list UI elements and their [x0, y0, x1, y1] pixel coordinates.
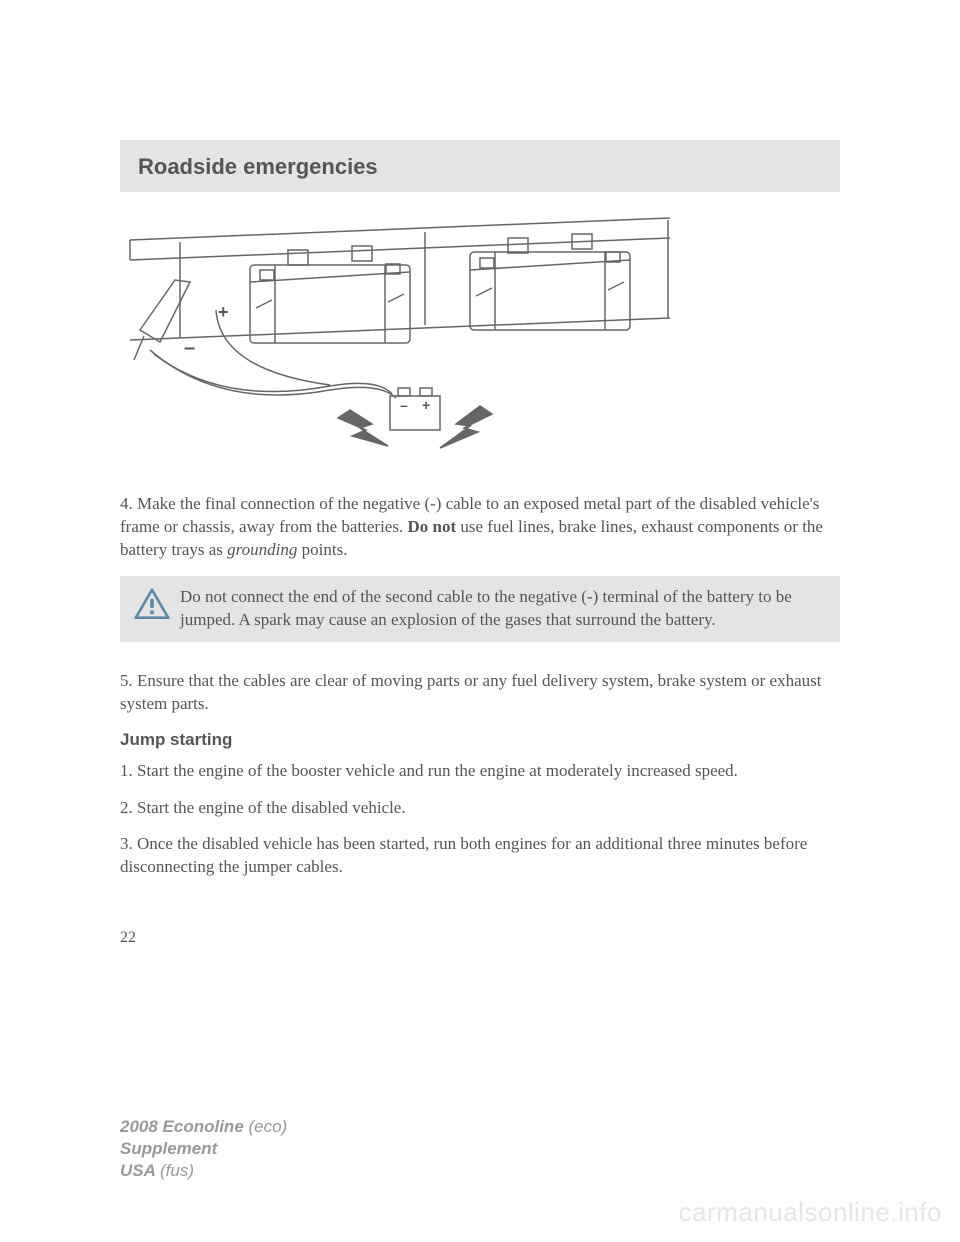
- svg-text:–: –: [400, 397, 408, 413]
- watermark: carmanualsonline.info: [679, 1197, 942, 1228]
- page-number: 22: [120, 929, 840, 947]
- step-4-text: 4. Make the final connection of the nega…: [120, 493, 840, 562]
- warning-callout: Do not connect the end of the second cab…: [120, 576, 840, 642]
- step-5-text: 5. Ensure that the cables are clear of m…: [120, 670, 840, 716]
- text-run: points.: [297, 540, 347, 559]
- svg-text:+: +: [422, 397, 430, 413]
- footer-line-2: Supplement: [120, 1138, 287, 1160]
- svg-text:+: +: [218, 302, 229, 322]
- document-footer: 2008 Econoline (eco) Supplement USA (fus…: [120, 1116, 287, 1182]
- text-run-bold: Do not: [407, 517, 456, 536]
- jumper-cable-diagram: + – – +: [120, 210, 680, 470]
- footer-model: 2008 Econoline: [120, 1117, 249, 1136]
- jump-step-2: 2. Start the engine of the disabled vehi…: [120, 797, 840, 820]
- section-header: Roadside emergencies: [120, 140, 840, 192]
- warning-text: Do not connect the end of the second cab…: [180, 586, 826, 632]
- jump-step-3: 3. Once the disabled vehicle has been st…: [120, 833, 840, 879]
- jump-step-1: 1. Start the engine of the booster vehic…: [120, 760, 840, 783]
- footer-region: USA: [120, 1161, 160, 1180]
- footer-line-1: 2008 Econoline (eco): [120, 1116, 287, 1138]
- text-run-italic: grounding: [227, 540, 297, 559]
- footer-code: (eco): [249, 1117, 288, 1136]
- page-content: Roadside emergencies: [120, 140, 840, 947]
- warning-triangle-icon: [134, 588, 170, 620]
- jump-starting-heading: Jump starting: [120, 730, 840, 750]
- svg-text:–: –: [184, 337, 195, 359]
- footer-region-code: (fus): [160, 1161, 194, 1180]
- footer-line-3: USA (fus): [120, 1160, 287, 1182]
- section-title: Roadside emergencies: [138, 154, 822, 180]
